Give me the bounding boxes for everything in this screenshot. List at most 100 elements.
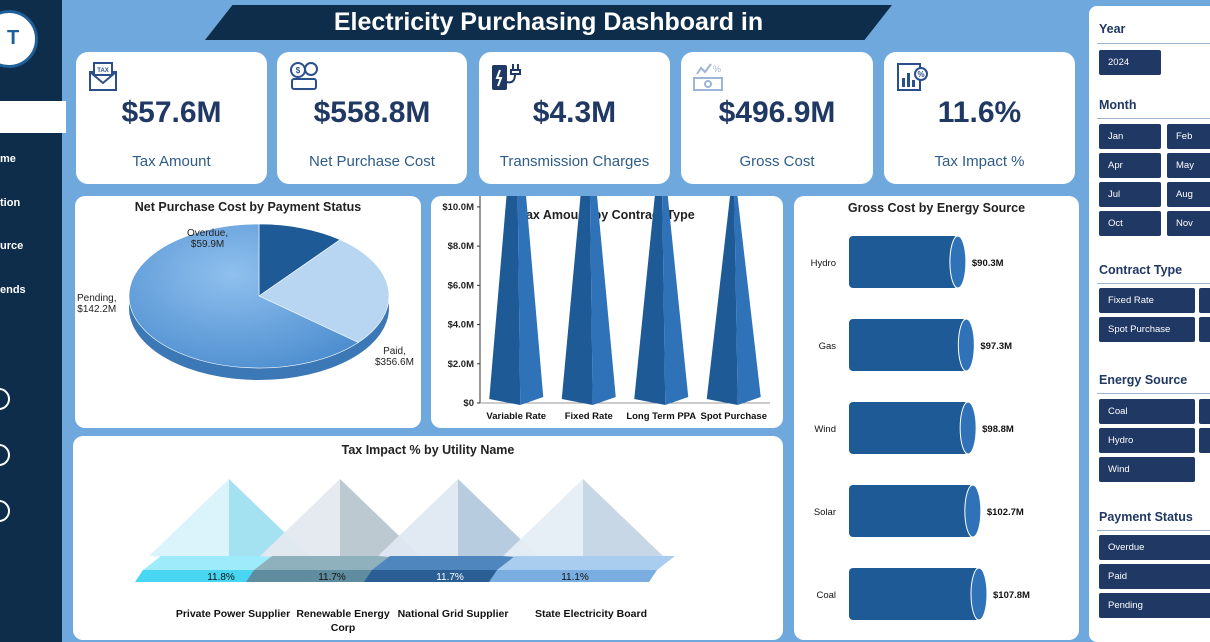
x-tick-label: Renewable Energy bbox=[296, 608, 390, 620]
slicer-title-month: Month bbox=[1099, 98, 1137, 112]
bar-value-label: $107.8M bbox=[993, 590, 1030, 601]
kpi-value: $496.9M bbox=[718, 96, 836, 129]
nav-active-item[interactable] bbox=[0, 101, 66, 133]
bar-side bbox=[734, 196, 761, 405]
nav-item-trends[interactable]: ends bbox=[0, 284, 26, 296]
x-tick-label: Fixed Rate bbox=[565, 411, 613, 422]
pie-slice-overdue[interactable] bbox=[258, 223, 341, 297]
pie-slice-paid[interactable] bbox=[128, 223, 359, 369]
slicer-button-source-partial[interactable] bbox=[1199, 428, 1210, 453]
pyramid-face bbox=[503, 479, 583, 562]
y-tick-label: $6.0M bbox=[448, 280, 474, 291]
bar-hydro[interactable] bbox=[849, 236, 958, 288]
divider bbox=[1097, 43, 1210, 44]
category-label: Gas bbox=[819, 341, 837, 352]
y-tick-label: $10.0M bbox=[442, 202, 474, 213]
bar-cap bbox=[957, 318, 975, 372]
title-banner bbox=[205, 5, 892, 40]
tax-document-icon: TAX bbox=[89, 62, 117, 91]
bar-spot-purchase[interactable] bbox=[706, 196, 738, 405]
kpi-card-net-purchase-cost: $ $558.8M Net Purchase Cost bbox=[277, 52, 467, 184]
bar-national-grid-supplier[interactable] bbox=[364, 570, 532, 582]
bar-value-label: $90.3M bbox=[972, 258, 1004, 269]
slicer-button-month[interactable]: Apr bbox=[1099, 153, 1161, 178]
bar-chart-percent-icon: % bbox=[897, 63, 928, 91]
pie-label-name: Paid, bbox=[383, 346, 406, 357]
slicer-title-source: Energy Source bbox=[1099, 373, 1188, 387]
bar-gas[interactable] bbox=[849, 319, 967, 371]
category-label: Wind bbox=[814, 424, 836, 435]
chart-title: Gross Cost by Energy Source bbox=[847, 201, 1026, 215]
slicer-button-month[interactable]: Oct bbox=[1099, 211, 1161, 236]
slicer-button-month[interactable]: Feb bbox=[1167, 124, 1210, 149]
bar-value-label: 11.1% bbox=[561, 572, 589, 583]
slicer-button-month[interactable]: Aug bbox=[1167, 182, 1210, 207]
bar-coal[interactable] bbox=[849, 568, 979, 620]
bar-state-electricity-board[interactable] bbox=[489, 570, 657, 582]
bar-long-term-ppa[interactable] bbox=[634, 196, 666, 405]
slicer-button-month[interactable]: Nov bbox=[1167, 211, 1210, 236]
slicer-button-contract[interactable]: Spot Purchase bbox=[1099, 317, 1195, 342]
kpi-card-gross-cost: % $496.9M Gross Cost bbox=[681, 52, 873, 184]
y-tick-label: $4.0M bbox=[448, 320, 474, 331]
divider bbox=[1097, 283, 1210, 284]
cash-percent-icon: % bbox=[693, 63, 723, 91]
slicer-button-payment[interactable]: Overdue bbox=[1099, 535, 1210, 560]
nav-item-consumption[interactable]: tion bbox=[0, 197, 21, 209]
slicer-button-contract-partial[interactable] bbox=[1199, 317, 1210, 342]
slicer-button-source[interactable]: Coal bbox=[1099, 399, 1195, 424]
pyramid-face bbox=[149, 479, 229, 562]
bar-variable-rate[interactable] bbox=[489, 196, 521, 405]
pie-label-value: $142.2M bbox=[77, 304, 117, 315]
kpi-value: $558.8M bbox=[313, 96, 431, 129]
tax-contract-chart-panel: Tax Amount by Contract Type $18.0M$16.0M… bbox=[431, 196, 783, 428]
x-tick-label: National Grid Supplier bbox=[398, 608, 509, 620]
side-navigation bbox=[0, 0, 62, 642]
divider bbox=[1097, 393, 1210, 394]
x-tick-label: Private Power Supplier bbox=[176, 608, 290, 620]
pie-label-name: Overdue, bbox=[187, 228, 229, 239]
bar-cap bbox=[959, 401, 977, 455]
slicer-button-source-partial[interactable] bbox=[1199, 399, 1210, 424]
bar-wind[interactable] bbox=[849, 402, 969, 454]
slicer-button-payment[interactable]: Paid bbox=[1099, 564, 1210, 589]
kpi-value: $4.3M bbox=[532, 96, 617, 129]
pie-chart bbox=[128, 223, 390, 380]
nav-item-source[interactable]: urce bbox=[0, 240, 24, 252]
kpi-label: Tax Amount bbox=[132, 153, 211, 170]
pie-label-name: Pending, bbox=[77, 293, 117, 304]
logo-text: T bbox=[7, 27, 20, 49]
slicer-button-month[interactable]: Jul bbox=[1099, 182, 1161, 207]
pyramid-face bbox=[458, 479, 538, 562]
bar-fixed-rate[interactable] bbox=[561, 196, 593, 405]
bar-solar[interactable] bbox=[849, 485, 973, 537]
slicer-button-year[interactable]: 2024 bbox=[1099, 50, 1161, 75]
slicer-button-payment[interactable]: Pending bbox=[1099, 593, 1210, 618]
slicer-button-contract-partial[interactable] bbox=[1199, 288, 1210, 313]
kpi-label: Transmission Charges bbox=[499, 153, 650, 170]
money-cart-icon: $ bbox=[290, 62, 318, 90]
kpi-label: Tax Impact % bbox=[934, 153, 1025, 170]
pie-label-value: $356.6M bbox=[375, 357, 414, 368]
slicer-button-contract[interactable]: Fixed Rate bbox=[1099, 288, 1195, 313]
bar-side bbox=[662, 196, 689, 405]
chart-title: Net Purchase Cost by Payment Status bbox=[134, 200, 362, 214]
bar-side bbox=[589, 196, 616, 405]
slicer-button-month[interactable]: May bbox=[1167, 153, 1210, 178]
pie-slice-pending[interactable] bbox=[258, 239, 390, 343]
kpi-card-transmission-charges: $4.3M Transmission Charges bbox=[479, 52, 670, 184]
kpi-card-tax-amount: TAX $57.6M Tax Amount bbox=[76, 52, 267, 184]
bar-value-label: $97.3M bbox=[980, 341, 1012, 352]
bar-value-label: $102.7M bbox=[987, 507, 1024, 518]
nav-item-home[interactable]: me bbox=[0, 153, 16, 165]
pie-label-pending: Pending, $142.2M bbox=[77, 293, 116, 315]
x-tick-label: Long Term PPA bbox=[626, 411, 696, 422]
kpi-value: $57.6M bbox=[121, 96, 222, 129]
slicer-button-month[interactable]: Jan bbox=[1099, 124, 1161, 149]
slicer-button-source[interactable]: Wind bbox=[1099, 457, 1195, 482]
pyramid-face bbox=[260, 479, 340, 562]
pie-chart-panel: Net Purchase Cost by Payment Status Over… bbox=[75, 196, 421, 428]
slicer-button-source[interactable]: Hydro bbox=[1099, 428, 1195, 453]
x-tick-label-line2: Corp bbox=[331, 622, 356, 634]
bar-side bbox=[517, 196, 544, 405]
